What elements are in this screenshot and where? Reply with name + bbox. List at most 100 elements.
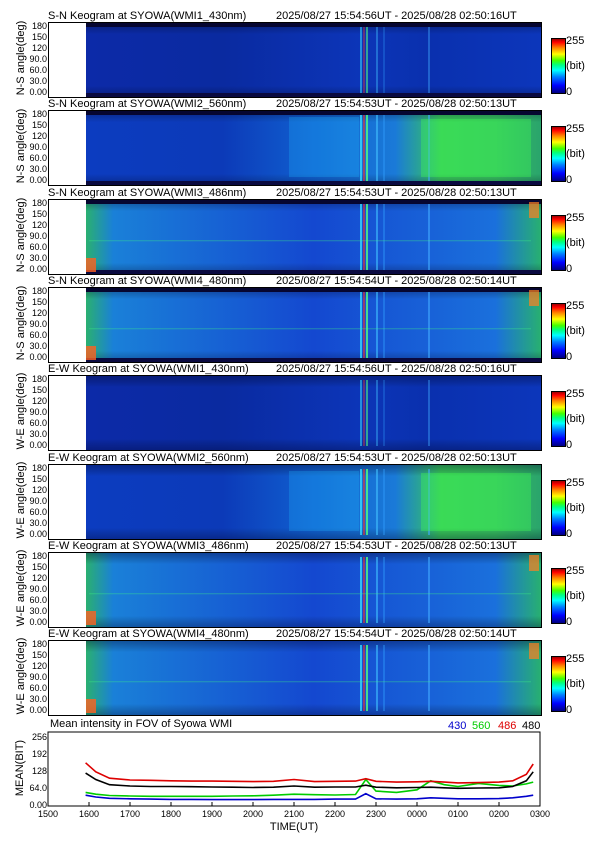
panel-time-range: 2025/08/27 15:54:53UT - 2025/08/28 02:50…: [276, 187, 517, 199]
x-tick-label: 1800: [161, 809, 181, 819]
y-tick-label: 30.0: [29, 518, 47, 528]
colorbar-unit: (bit): [566, 502, 585, 514]
y-tick-label: 90.0: [29, 584, 47, 594]
chart-y-tick-label: 128: [31, 766, 47, 776]
keogram-image: [49, 376, 541, 450]
y-tick-label: 30.0: [29, 76, 47, 86]
colorbar: [551, 215, 566, 271]
colorbar: [551, 38, 566, 94]
panel-time-range: 2025/08/27 15:54:53UT - 2025/08/28 02:50…: [276, 98, 517, 110]
keogram-panel: [48, 552, 542, 628]
colorbar-max: 255: [566, 300, 585, 312]
keogram-panel: [48, 287, 542, 363]
colorbar-unit: (bit): [566, 148, 585, 160]
panel-title: S-N Keogram at SYOWA(WMI4_480nm): [48, 275, 247, 287]
panel-title: S-N Keogram at SYOWA(WMI2_560nm): [48, 98, 247, 110]
x-tick-label: 0000: [407, 809, 427, 819]
y-tick-label: 90.0: [29, 54, 47, 64]
x-tick-label: 2000: [243, 809, 263, 819]
keogram-panel: [48, 110, 542, 186]
colorbar: [551, 656, 566, 712]
y-tick-label: 60.0: [29, 153, 47, 163]
series-line-560: [85, 778, 534, 798]
colorbar: [551, 391, 566, 447]
colorbar-unit: (bit): [566, 237, 585, 249]
y-tick-label: 150: [31, 474, 47, 484]
colorbar-min: 0: [566, 174, 573, 186]
y-tick-label: 60.0: [29, 330, 47, 340]
colorbar-unit: (bit): [566, 590, 585, 602]
panel-title: S-N Keogram at SYOWA(WMI1_430nm): [48, 10, 247, 22]
keogram-panel: [48, 640, 542, 716]
y-tick-label: 120: [31, 573, 47, 583]
panel-time-range: 2025/08/27 15:54:54UT - 2025/08/28 02:50…: [276, 275, 517, 287]
y-tick-label: 120: [31, 308, 47, 318]
colorbar-min: 0: [566, 263, 573, 275]
y-tick-label: 120: [31, 220, 47, 230]
keogram-panel: [48, 375, 542, 451]
x-tick-label: 1500: [38, 809, 58, 819]
colorbar-unit: (bit): [566, 60, 585, 72]
y-tick-label: 180: [31, 286, 47, 296]
y-tick-label: 30.0: [29, 253, 47, 263]
colorbar-unit: (bit): [566, 678, 585, 690]
keogram-image: [49, 288, 541, 362]
y-tick-label: 120: [31, 131, 47, 141]
y-tick-label: 90.0: [29, 142, 47, 152]
y-tick-label: 150: [31, 385, 47, 395]
colorbar: [551, 303, 566, 359]
colorbar-min: 0: [566, 704, 573, 716]
colorbar-min: 0: [566, 528, 573, 540]
colorbar-max: 255: [566, 477, 585, 489]
x-tick-label: 1700: [120, 809, 140, 819]
x-tick-label: 1900: [202, 809, 222, 819]
y-tick-label: 0.00: [29, 352, 47, 362]
panel-time-range: 2025/08/27 15:54:54UT - 2025/08/28 02:50…: [276, 628, 517, 640]
y-tick-label: 0.00: [29, 87, 47, 97]
y-tick-label: 30.0: [29, 164, 47, 174]
y-tick-label: 120: [31, 485, 47, 495]
keogram-image: [49, 200, 541, 274]
y-tick-label: 60.0: [29, 65, 47, 75]
y-tick-label: 0.00: [29, 705, 47, 715]
y-tick-label: 90.0: [29, 672, 47, 682]
panel-time-range: 2025/08/27 15:54:53UT - 2025/08/28 02:50…: [276, 540, 517, 552]
panel-time-range: 2025/08/27 15:54:56UT - 2025/08/28 02:50…: [276, 363, 517, 375]
chart-y-tick-label: 192: [31, 749, 47, 759]
y-tick-label: 0.00: [29, 440, 47, 450]
panel-title: E-W Keogram at SYOWA(WMI2_560nm): [48, 452, 249, 464]
y-tick-label: 150: [31, 650, 47, 660]
keogram-panel: [48, 22, 542, 98]
chart-title: Mean intensity in FOV of Syowa WMI: [50, 718, 233, 730]
keogram-panel: [48, 199, 542, 275]
series-line-480: [85, 771, 534, 790]
y-tick-label: 60.0: [29, 418, 47, 428]
panel-title: E-W Keogram at SYOWA(WMI1_430nm): [48, 363, 249, 375]
y-tick-label: 180: [31, 639, 47, 649]
colorbar-max: 255: [566, 565, 585, 577]
chart-y-tick-label: 256: [31, 732, 47, 742]
x-tick-label: 0200: [489, 809, 509, 819]
colorbar: [551, 126, 566, 182]
keogram-panel: [48, 464, 542, 540]
x-tick-label: 2300: [366, 809, 386, 819]
y-tick-label: 30.0: [29, 341, 47, 351]
y-tick-label: 0.00: [29, 264, 47, 274]
y-tick-label: 120: [31, 661, 47, 671]
x-tick-label: 2100: [284, 809, 304, 819]
y-tick-label: 30.0: [29, 606, 47, 616]
y-tick-label: 90.0: [29, 319, 47, 329]
y-tick-label: 150: [31, 297, 47, 307]
y-tick-label: 150: [31, 209, 47, 219]
y-tick-label: 90.0: [29, 407, 47, 417]
panel-time-range: 2025/08/27 15:54:56UT - 2025/08/28 02:50…: [276, 10, 517, 22]
legend-item: 486: [498, 720, 517, 732]
y-tick-label: 120: [31, 43, 47, 53]
x-axis-label: TIME(UT): [270, 821, 318, 833]
x-tick-label: 0300: [530, 809, 550, 819]
legend-item: 480: [522, 720, 541, 732]
chart-y-tick-label: 0.00: [29, 800, 47, 810]
y-tick-label: 60.0: [29, 595, 47, 605]
y-tick-label: 60.0: [29, 242, 47, 252]
keogram-image: [49, 553, 541, 627]
